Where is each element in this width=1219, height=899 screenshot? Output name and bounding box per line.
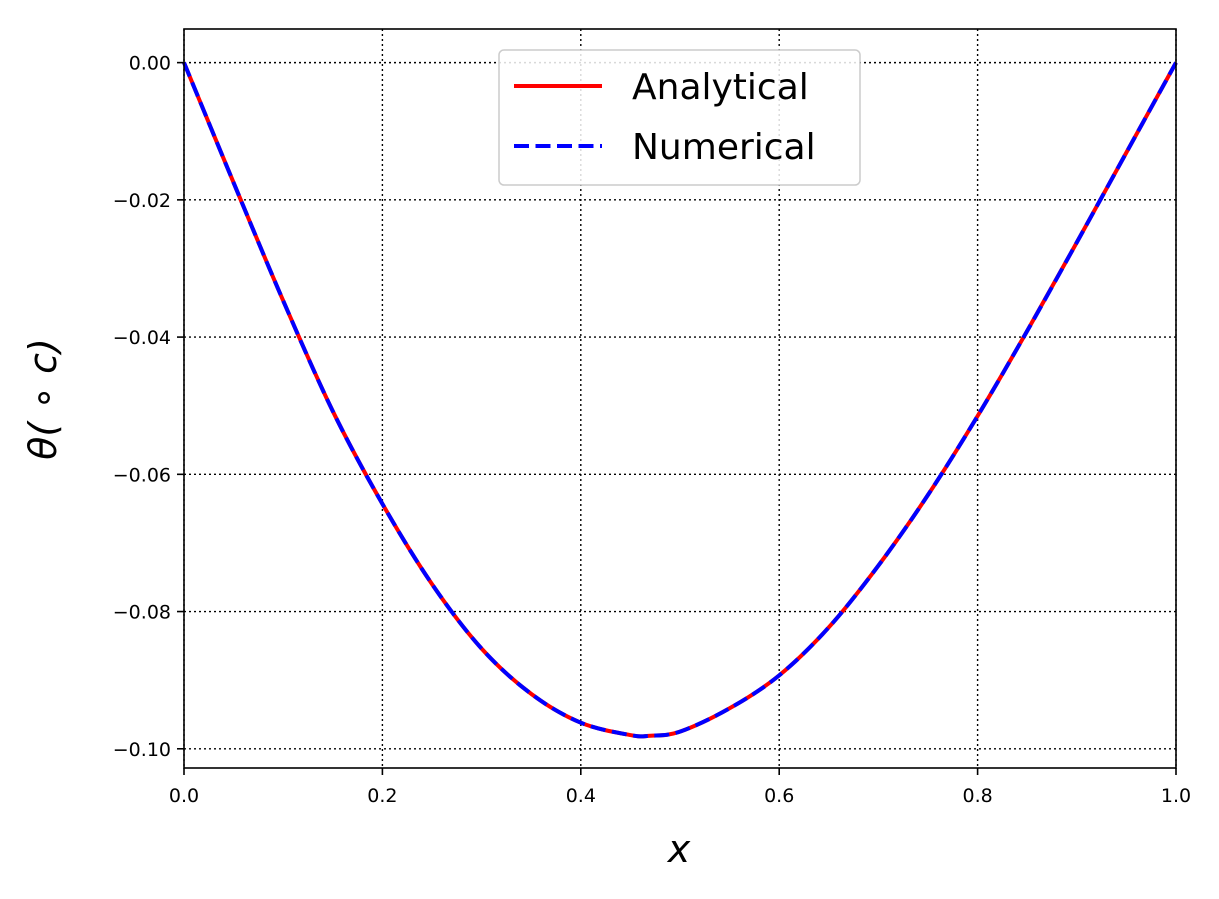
y-tick-label: −0.02 xyxy=(113,190,171,212)
axis-ticks: 0.0 0.2 0.4 0.6 0.8 1.0 0.00 −0.02 −0.04 −0.06 −0.… xyxy=(113,53,1191,807)
x-tick-label: 0.4 xyxy=(566,785,596,807)
legend-box xyxy=(498,49,861,186)
series-line-numerical xyxy=(182,61,1178,739)
y-axis-title: θ( ∘ c) xyxy=(21,338,65,460)
y-tick-label: 0.00 xyxy=(129,53,171,75)
legend-label-analytical: Analytical xyxy=(632,67,809,108)
x-tick-label: 0.8 xyxy=(962,785,992,807)
y-tick-label: −0.04 xyxy=(113,327,171,349)
legend: Analytical Numerical xyxy=(498,49,861,186)
x-tick-label: 0.0 xyxy=(169,785,199,807)
y-tick-label: −0.06 xyxy=(113,464,171,486)
x-axis-title: x xyxy=(667,827,691,871)
y-tick-label: −0.08 xyxy=(113,602,171,624)
y-tick-label: −0.10 xyxy=(113,739,171,761)
series-lines xyxy=(182,61,1178,739)
plot-frame xyxy=(183,28,1177,769)
x-tick-label: 1.0 xyxy=(1161,785,1191,807)
x-tick-label: 0.2 xyxy=(367,785,397,807)
legend-label-numerical: Numerical xyxy=(632,127,816,168)
x-tick-label: 0.6 xyxy=(764,785,794,807)
